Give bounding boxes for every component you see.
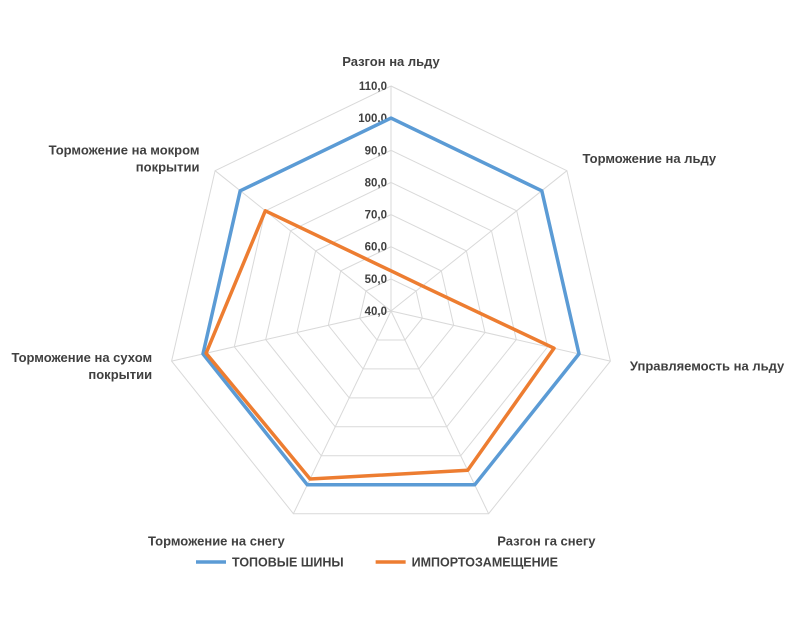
- category-label: Торможение на сухом: [11, 350, 152, 365]
- grid-spoke: [214, 170, 392, 312]
- category-label: покрытии: [88, 367, 152, 382]
- category-label: Разгон га снегу: [497, 534, 596, 549]
- category-label: покрытии: [136, 160, 200, 175]
- tick-label: 90,0: [365, 145, 387, 157]
- grid-spoke: [390, 310, 490, 514]
- grid-ring: [359, 278, 423, 341]
- tick-label: 80,0: [365, 177, 387, 189]
- grid-ring: [265, 181, 517, 428]
- category-labels: Разгон на льду Торможение на льду Управляе…: [11, 54, 785, 549]
- tick-label: 50,0: [365, 274, 387, 286]
- legend: ТОПОВЫЕ ШИНЫ ИМПОРТОЗАМЕЩЕНИЕ: [196, 556, 558, 570]
- series-line-1: [201, 116, 581, 487]
- series-line-2: [204, 209, 556, 481]
- grid-ring: [171, 85, 611, 515]
- category-label: Торможение на мокром: [49, 143, 200, 158]
- category-label: Торможение на снегу: [148, 534, 285, 549]
- legend-label-2: ИМПОРТОЗАМЕЩЕНИЕ: [412, 556, 558, 570]
- grid-ring: [296, 214, 486, 399]
- tick-label: 60,0: [365, 242, 387, 254]
- series-lines: [201, 116, 581, 487]
- grid-ring: [233, 149, 549, 457]
- grid-ring: [327, 246, 455, 370]
- tick-label: 70,0: [365, 210, 387, 222]
- grid-spoke: [390, 170, 568, 312]
- radar-grid: [171, 85, 611, 515]
- category-label: Торможение на льду: [583, 151, 717, 166]
- tick-label: 40,0: [365, 306, 387, 318]
- category-label: Разгон на льду: [342, 54, 440, 69]
- grid-spoke: [390, 310, 611, 362]
- tick-label: 110,0: [359, 81, 387, 93]
- legend-label-1: ТОПОВЫЕ ШИНЫ: [232, 556, 344, 570]
- category-label: Управляемость на льду: [630, 359, 785, 374]
